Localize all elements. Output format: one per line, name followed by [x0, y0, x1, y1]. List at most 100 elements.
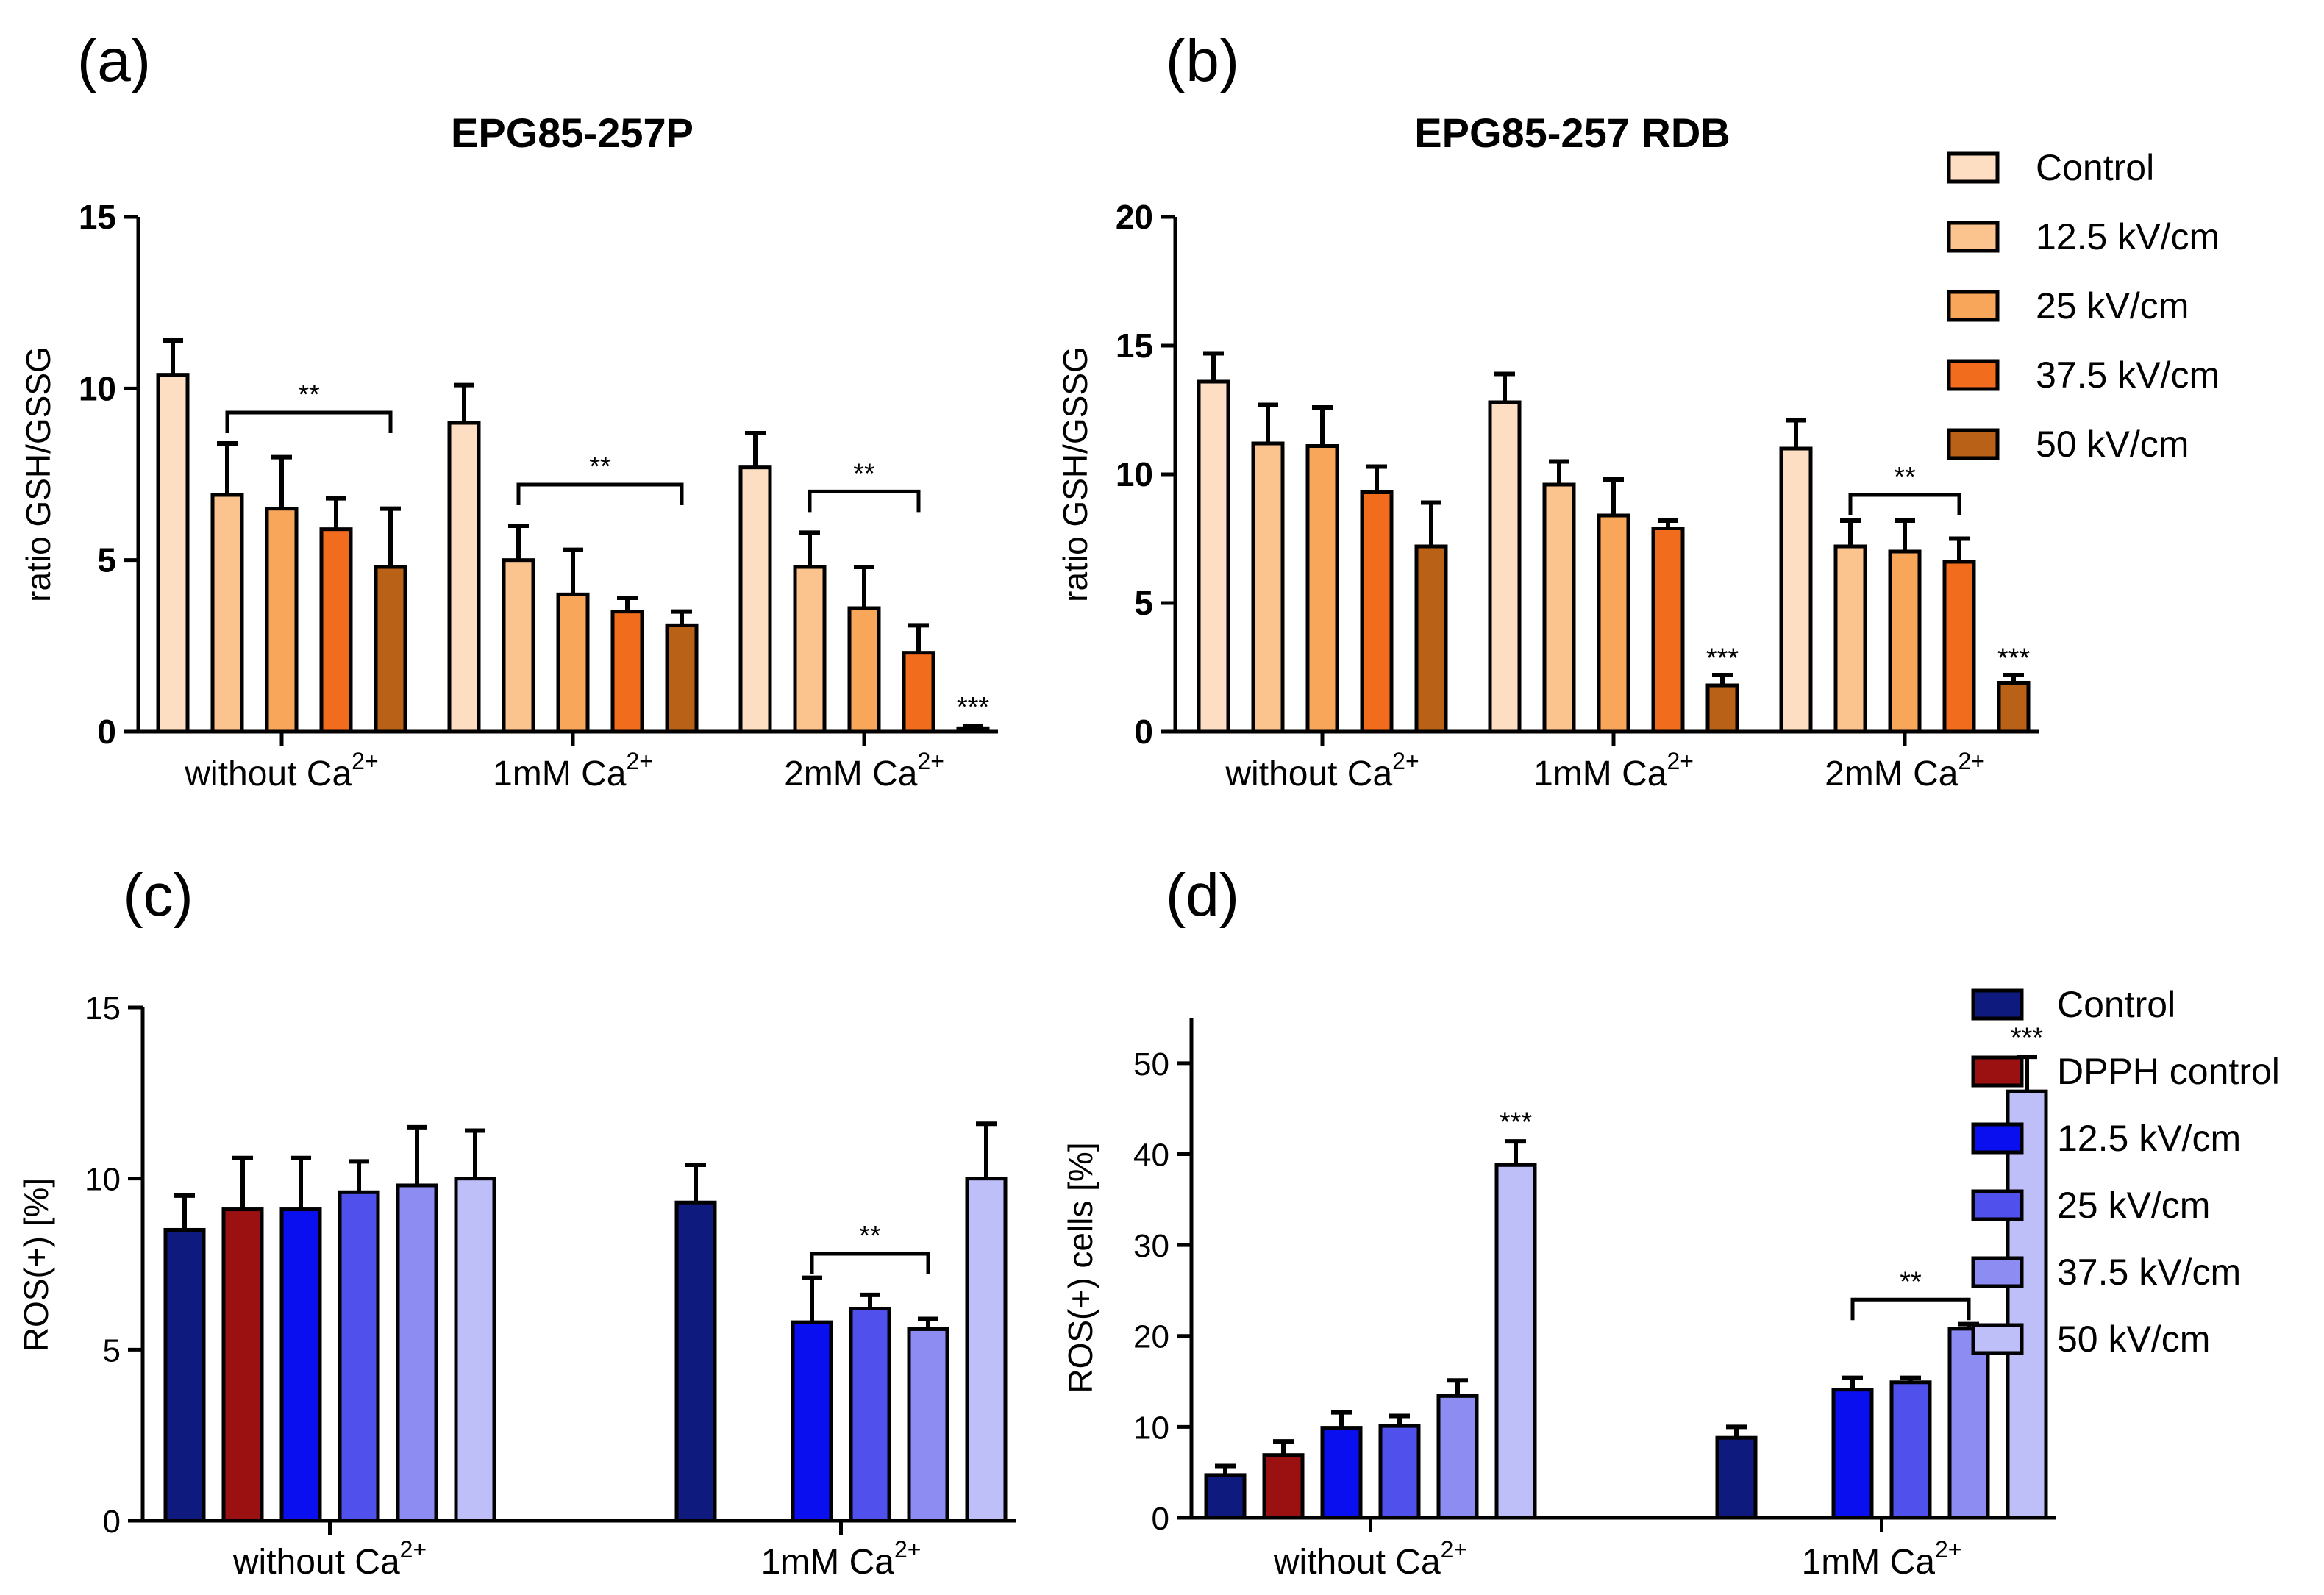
bar	[965, 1177, 1008, 1523]
bar	[674, 1200, 717, 1523]
bar	[793, 565, 827, 734]
legend-label: 50 kV/cm	[2057, 1319, 2210, 1360]
bar	[1262, 1453, 1305, 1520]
bar	[1597, 513, 1630, 734]
y-tick-label: 0	[103, 1504, 121, 1540]
x-tick-label: without Ca2+	[184, 748, 378, 793]
x-tick-label: 1mM Ca2+	[493, 748, 653, 793]
legend-swatch	[1971, 1055, 2024, 1088]
x-tick-label-text: 1mM Ca	[1533, 754, 1667, 793]
bar	[1305, 444, 1339, 734]
bar	[1833, 544, 1867, 734]
y-tick-label: 40	[1133, 1137, 1169, 1173]
x-tick-label: 1mM Ca2+	[1802, 1536, 1962, 1582]
y-tick-label: 5	[1134, 584, 1153, 622]
x-tick-label-text: 1mM Ca	[493, 754, 627, 793]
y-tick-label: 10	[1116, 455, 1153, 493]
y-tick-label: 0	[97, 713, 116, 751]
bar	[1204, 1473, 1247, 1520]
bar	[396, 1183, 438, 1523]
y-tick-label: 15	[79, 198, 116, 236]
y-axis-label: ROS(+) [%]	[17, 1178, 55, 1352]
chart-title: EPG85-257 RDB	[1414, 110, 1730, 156]
bar	[265, 507, 299, 734]
significance-label: **	[1900, 1266, 1922, 1297]
legend-swatch	[1971, 988, 2024, 1021]
legend-label: 25 kV/cm	[2036, 285, 2189, 327]
bar	[1197, 379, 1230, 734]
x-tick-label: 1mM Ca2+	[1533, 748, 1694, 793]
legend: Control 12.5 kV/cm 25 kV/cm 37.5 kV/cm 50 kV…	[1947, 147, 2220, 465]
bar	[1942, 560, 1976, 734]
bar	[907, 1327, 949, 1523]
significance-bracket	[810, 1252, 930, 1275]
x-tick-label-superscript: 2+	[894, 1536, 921, 1563]
y-tick-label: 30	[1133, 1228, 1169, 1264]
significance-label: ***	[2011, 1023, 2044, 1054]
bar	[1947, 1327, 1990, 1520]
y-tick-label: 50	[1133, 1046, 1169, 1082]
y-tick-label: 0	[1152, 1501, 1169, 1537]
x-tick-label-superscript: 2+	[1667, 748, 1693, 774]
significance-bracket	[1850, 1297, 1971, 1321]
legend-swatch	[1971, 1189, 2024, 1221]
legend-swatch	[1947, 359, 2000, 391]
bar	[1378, 1424, 1421, 1520]
significance-label: **	[298, 379, 320, 410]
bar	[279, 1207, 322, 1523]
bar	[502, 558, 535, 734]
legend-swatch	[1947, 151, 2000, 184]
bar	[1715, 1435, 1758, 1520]
panel-letter: (a)	[77, 27, 151, 94]
legend-label: 12.5 kV/cm	[2057, 1118, 2241, 1159]
panel-letter: (d)	[1166, 862, 1239, 929]
legend-swatch	[1971, 1256, 2024, 1288]
x-tick-label-text: without Ca	[232, 1543, 400, 1582]
bar	[221, 1207, 264, 1523]
x-tick-label-superscript: 2+	[352, 748, 378, 774]
x-tick-label: 1mM Ca2+	[761, 1536, 922, 1582]
legend-swatch	[1971, 1122, 2024, 1155]
chart-title: EPG85-257P	[451, 110, 694, 156]
significance-label: **	[589, 452, 611, 482]
legend-swatch	[1947, 428, 2000, 460]
bar	[447, 421, 481, 734]
y-tick-label: 5	[97, 541, 116, 579]
x-tick-label: 2mM Ca2+	[1825, 748, 1985, 793]
y-axis-label: ROS(+) cells [%]	[1061, 1142, 1099, 1393]
bar	[847, 606, 881, 734]
bar	[1360, 490, 1394, 734]
x-tick-label-superscript: 2+	[626, 748, 652, 774]
bar	[1488, 400, 1522, 734]
y-tick-label: 5	[103, 1332, 121, 1369]
significance-label: ***	[957, 692, 990, 723]
y-tick-label: 10	[1133, 1410, 1169, 1446]
x-tick-label-text: without Ca	[1273, 1543, 1441, 1582]
x-tick-label-superscript: 2+	[1392, 748, 1419, 774]
significance-bracket	[808, 489, 921, 513]
significance-label: **	[1894, 462, 1916, 493]
bar	[163, 1227, 206, 1523]
bar	[1494, 1163, 1537, 1520]
legend-label: 37.5 kV/cm	[2036, 354, 2220, 396]
x-tick-label-superscript: 2+	[1935, 1536, 1961, 1563]
bar	[665, 623, 699, 734]
x-tick-label-text: without Ca	[1225, 754, 1392, 793]
bar	[902, 651, 935, 734]
y-tick-label: 15	[1116, 327, 1153, 365]
bar	[791, 1320, 833, 1523]
x-tick-label: without Ca2+	[232, 1536, 427, 1582]
legend-swatch	[1947, 221, 2000, 253]
bar	[556, 592, 590, 734]
legend-label: Control	[2036, 147, 2154, 188]
legend-label: 25 kV/cm	[2057, 1185, 2210, 1226]
panel-letter: (b)	[1166, 27, 1239, 94]
bar	[454, 1177, 496, 1523]
bar	[1779, 446, 1813, 734]
legend-label: DPPH control	[2057, 1051, 2280, 1092]
x-tick-label-superscript: 2+	[1441, 1536, 1467, 1563]
significance-label: ***	[1706, 643, 1739, 674]
panel-0: (a) EPG85-257P ratio GSH/GSSG 0 5 10 15 without…	[19, 27, 998, 793]
